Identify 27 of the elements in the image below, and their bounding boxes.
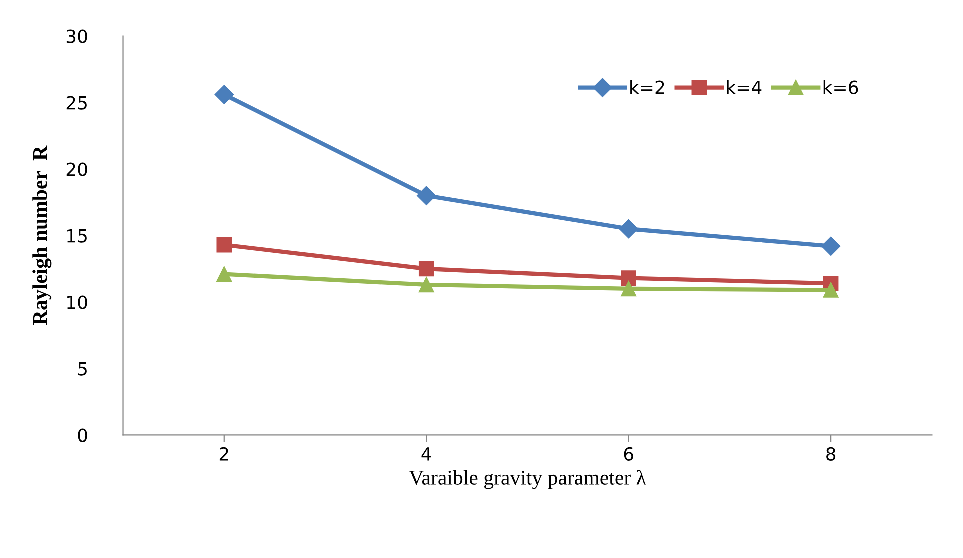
point [214,85,234,104]
point [417,186,436,206]
y-axis-title: Rayleigh number R [32,146,52,326]
y-tick-label: 0 [78,428,88,442]
point [418,277,434,293]
point [621,270,636,286]
legend-label: k=6 [824,80,858,94]
y-tick-label: 25 [66,96,87,110]
y-tick-label: 30 [66,30,88,44]
x-tick-label: 6 [624,447,634,462]
y-tick-label: 5 [78,362,87,376]
legend-label: k=4 [727,80,762,94]
x-tick-label: 2 [220,447,228,461]
point [216,237,232,253]
legend-label: k=2 [630,80,664,94]
point [822,236,841,256]
point [619,220,638,239]
point [418,261,434,277]
point [823,282,839,298]
y-tick-label: 15 [68,229,87,243]
point [621,281,636,297]
y-tick-label: 20 [66,162,88,176]
x-tick-label: 4 [422,448,432,461]
point [216,266,232,282]
x-tick-label: 8 [826,447,836,462]
y-tick-label: 10 [68,296,88,310]
x-axis-title: Varaible gravity parameter λ [409,470,646,490]
